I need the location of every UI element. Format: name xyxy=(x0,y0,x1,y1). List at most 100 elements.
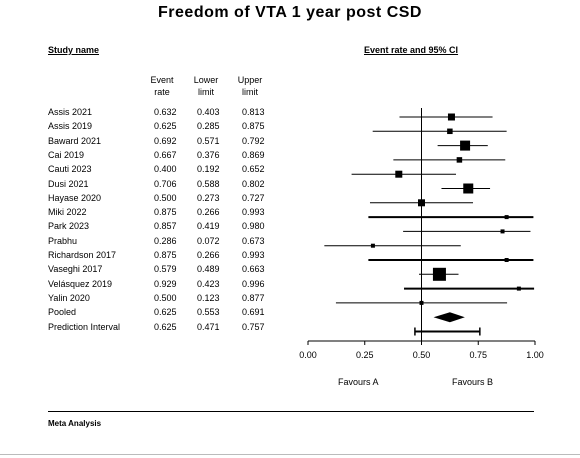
point-estimate-marker xyxy=(370,243,375,248)
event-rate-header: Event rate xyxy=(140,74,184,98)
lower-limit-value: 0.285 xyxy=(197,121,220,132)
event-rate-value: 0.929 xyxy=(154,278,177,289)
lower-limit-value: 0.588 xyxy=(197,178,220,189)
event-rate-value: 0.875 xyxy=(154,250,177,260)
upper-limit-value: 0.877 xyxy=(242,292,265,303)
point-estimate-marker xyxy=(432,267,446,281)
point-estimate-marker xyxy=(460,140,471,151)
study-name: Park 2023 xyxy=(48,221,90,232)
upper-limit-value: 0.792 xyxy=(242,135,265,146)
upper-limit-value: 0.691 xyxy=(242,307,265,318)
favours-right-label: Favours B xyxy=(452,377,494,387)
lower-limit-value: 0.376 xyxy=(197,149,220,160)
lower-limit-value: 0.423 xyxy=(197,278,220,289)
upper-limit-value: 0.652 xyxy=(242,164,265,175)
event-rate-value: 0.625 xyxy=(154,321,177,332)
point-estimate-marker xyxy=(447,113,455,121)
study-name: Assis 2021 xyxy=(48,107,93,117)
study-name: Miki 2022 xyxy=(48,207,87,218)
point-estimate-marker xyxy=(447,128,453,135)
point-estimate-marker xyxy=(500,229,505,234)
lower-limit-value: 0.072 xyxy=(197,235,220,246)
x-tick-label: 0.75 xyxy=(469,350,487,360)
event-rate-header-line1: Event xyxy=(150,75,174,85)
lower-limit-value: 0.471 xyxy=(197,321,220,332)
study-name: Pooled xyxy=(48,307,77,318)
point-estimate-marker xyxy=(504,215,509,220)
study-name: Prabhu xyxy=(48,235,78,246)
lower-limit-value: 0.403 xyxy=(197,107,220,117)
upper-limit-value: 0.996 xyxy=(242,278,265,289)
lower-limit-value: 0.553 xyxy=(197,307,220,318)
bottom-border xyxy=(0,454,580,455)
event-rate-value: 0.857 xyxy=(154,221,177,232)
upper-limit-value: 0.673 xyxy=(242,235,265,246)
lower-limit-value: 0.123 xyxy=(197,292,220,303)
lower-limit-value: 0.419 xyxy=(197,221,220,232)
lower-limit-value: 0.192 xyxy=(197,164,220,175)
event-rate-value: 0.579 xyxy=(154,264,177,275)
point-estimate-marker xyxy=(463,183,474,194)
lower-limit-value: 0.571 xyxy=(197,135,220,146)
chart-title: Freedom of VTA 1 year post CSD xyxy=(158,4,422,21)
event-rate-value: 0.706 xyxy=(154,178,177,189)
pooled-diamond xyxy=(433,312,465,323)
lower-limit-value: 0.273 xyxy=(197,192,220,203)
effect-header: Event rate and 95% CI xyxy=(364,45,459,55)
event-rate-value: 0.500 xyxy=(154,292,177,303)
upper-limit-value: 0.663 xyxy=(242,264,265,275)
point-estimate-marker xyxy=(395,170,403,178)
point-estimate-marker xyxy=(419,300,424,305)
upper-limit-value: 0.869 xyxy=(242,149,265,160)
event-rate-value: 0.875 xyxy=(154,207,177,218)
study-name: Vaseghi 2017 xyxy=(48,264,103,275)
study-name-header: Study name xyxy=(48,45,100,55)
event-rate-value: 0.625 xyxy=(154,307,177,318)
study-name: Dusi 2021 xyxy=(48,178,89,189)
upper-limit-value: 0.802 xyxy=(242,178,265,189)
study-name: Yalin 2020 xyxy=(48,292,90,303)
x-tick-label: 0.00 xyxy=(299,350,317,360)
study-name: Velásquez 2019 xyxy=(48,278,113,289)
upper-limit-value: 0.757 xyxy=(242,321,265,332)
study-name: Baward 2021 xyxy=(48,135,102,146)
event-rate-value: 0.632 xyxy=(154,107,177,117)
point-estimate-marker xyxy=(456,157,463,163)
study-name: Prediction Interval xyxy=(48,321,121,332)
upper-limit-header-line2: limit xyxy=(242,87,258,97)
study-name: Cauti 2023 xyxy=(48,164,92,175)
favours-left-label: Favours A xyxy=(338,377,379,387)
event-rate-value: 0.625 xyxy=(154,121,177,132)
lower-limit-value: 0.266 xyxy=(197,207,220,218)
x-tick-label: 0.50 xyxy=(413,350,431,360)
upper-limit-value: 0.727 xyxy=(242,192,265,203)
footer-label: Meta Analysis xyxy=(48,419,102,428)
upper-limit-header-line1: Upper xyxy=(237,75,263,85)
event-rate-value: 0.667 xyxy=(154,149,177,160)
event-rate-header-line2: rate xyxy=(154,87,170,97)
lower-limit-value: 0.489 xyxy=(197,264,220,275)
point-estimate-marker xyxy=(418,199,425,207)
point-estimate-marker xyxy=(504,258,509,262)
upper-limit-value: 0.993 xyxy=(242,250,265,260)
lower-limit-header-line2: limit xyxy=(198,87,214,97)
study-name: Cai 2019 xyxy=(48,149,85,160)
upper-limit-header: Upper limit xyxy=(228,74,272,98)
x-tick-label: 1.00 xyxy=(526,350,544,360)
upper-limit-value: 0.875 xyxy=(242,121,265,132)
study-name: Richardson 2017 xyxy=(48,250,117,260)
x-tick-label: 0.25 xyxy=(356,350,374,360)
lower-limit-header: Lower limit xyxy=(184,74,228,98)
upper-limit-value: 0.993 xyxy=(242,207,265,218)
event-rate-value: 0.500 xyxy=(154,192,177,203)
footer-divider xyxy=(48,411,534,412)
event-rate-value: 0.692 xyxy=(154,135,177,146)
point-estimate-marker xyxy=(516,286,521,291)
lower-limit-value: 0.266 xyxy=(197,250,220,260)
event-rate-value: 0.400 xyxy=(154,164,177,175)
event-rate-value: 0.286 xyxy=(154,235,177,246)
upper-limit-value: 0.813 xyxy=(242,107,265,117)
upper-limit-value: 0.980 xyxy=(242,221,265,232)
study-name: Hayase 2020 xyxy=(48,192,102,203)
